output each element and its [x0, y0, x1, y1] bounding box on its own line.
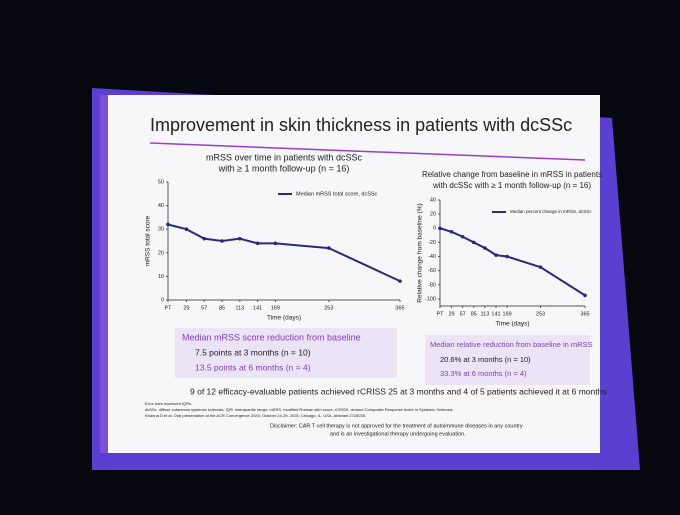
x-tick-label: 141	[491, 311, 500, 317]
data-point	[184, 227, 189, 231]
x-tick-label: PT	[436, 311, 444, 317]
legend-label: Median percent change in mRSS, dcSSc	[510, 209, 592, 214]
footnote: Error bars represent IQRs.	[145, 401, 192, 406]
y-tick-label: 0	[433, 226, 436, 232]
data-point	[583, 293, 587, 298]
data-point	[505, 254, 509, 259]
data-point	[449, 230, 454, 234]
data-point	[273, 241, 278, 246]
x-tick-label: PT	[164, 305, 172, 311]
box-heading: Median relative reduction from baseline …	[430, 340, 593, 349]
footnote: dcSSc, diffuse cutaneous systemic sclero…	[145, 407, 454, 412]
x-tick-label: 253	[324, 305, 333, 311]
x-tick-label: 169	[271, 305, 280, 311]
box-heading: Median mRSS score reduction from baselin…	[182, 332, 361, 342]
x-tick-label: 113	[235, 305, 244, 311]
y-tick-label: -20	[428, 240, 436, 246]
y-tick-label: -80	[428, 282, 436, 288]
y-axis-label: mRSS total score	[145, 215, 152, 266]
data-point	[238, 236, 242, 241]
data-point	[483, 246, 487, 250]
data-point	[166, 222, 170, 227]
data-point	[471, 240, 476, 245]
x-tick-label: 113	[480, 311, 489, 317]
box-item: 7.5 points at 3 months (n = 10)	[195, 347, 311, 357]
slide	[100, 95, 600, 453]
chart-title: with ≥ 1 month follow-up (n = 16)	[218, 163, 350, 173]
data-point	[220, 239, 224, 243]
data-point	[538, 265, 543, 269]
box-item: 33.3% at 6 months (n = 4)	[440, 369, 527, 378]
data-point	[327, 246, 331, 250]
y-tick-label: 20	[158, 250, 164, 256]
legend-label: Median mRSS total score, dcSSc	[296, 191, 378, 197]
data-point	[202, 236, 207, 241]
data-point	[398, 279, 402, 283]
slide-band	[100, 95, 108, 453]
y-tick-label: 50	[158, 179, 164, 185]
x-tick-label: 29	[448, 311, 454, 317]
disclaimer: Disclaimer: CAR T cell therapy is not ap…	[270, 423, 523, 429]
title-rule	[149, 142, 586, 161]
footnote: Khanna D et al. Oral presentation at the…	[145, 413, 366, 418]
y-tick-label: 30	[158, 227, 164, 233]
x-tick-label: 57	[460, 311, 466, 317]
y-tick-label: -100	[425, 296, 436, 302]
data-point	[460, 234, 465, 239]
x-tick-label: 365	[395, 305, 404, 311]
x-tick-label: 85	[219, 305, 225, 311]
x-tick-label: 169	[503, 311, 512, 317]
right-box	[425, 335, 590, 385]
chart-title: with dcSSc with ≥ 1 month follow-up (n =…	[432, 181, 591, 190]
left-box	[175, 328, 397, 378]
y-tick-label: 40	[430, 197, 436, 203]
x-tick-label: 253	[536, 311, 545, 317]
chart-title: Relative change from baseline in mRSS in…	[422, 170, 602, 179]
x-tick-label: 57	[201, 305, 207, 311]
y-tick-label: 40	[158, 203, 164, 209]
y-tick-label: 20	[430, 212, 436, 218]
summary: 9 of 12 efficacy-evaluable patients achi…	[190, 386, 607, 396]
data-point	[494, 253, 498, 257]
data-point	[438, 226, 442, 231]
box-item: 20.6% at 3 months (n = 10)	[440, 355, 531, 364]
y-axis-label: Relative change from baseline (%)	[417, 203, 424, 302]
x-tick-label: 141	[253, 305, 262, 311]
disclaimer: and is an investigational therapy underg…	[330, 431, 466, 437]
slide-title: Improvement in skin thickness in patient…	[150, 115, 572, 135]
y-tick-label: -60	[428, 268, 436, 274]
x-tick-label: 365	[580, 311, 589, 317]
x-axis-label: Time (days)	[495, 321, 529, 328]
x-tick-label: 29	[183, 305, 189, 311]
data-point	[255, 241, 260, 246]
y-tick-label: 10	[158, 274, 164, 280]
y-tick-label: 0	[161, 297, 164, 303]
y-tick-label: -40	[428, 254, 436, 260]
x-tick-label: 85	[471, 311, 477, 317]
x-axis-label: Time (days)	[267, 315, 301, 322]
chart-title: mRSS over time in patients with dcSSc	[206, 152, 363, 162]
box-item: 13.5 points at 6 months (n = 4)	[195, 362, 311, 372]
